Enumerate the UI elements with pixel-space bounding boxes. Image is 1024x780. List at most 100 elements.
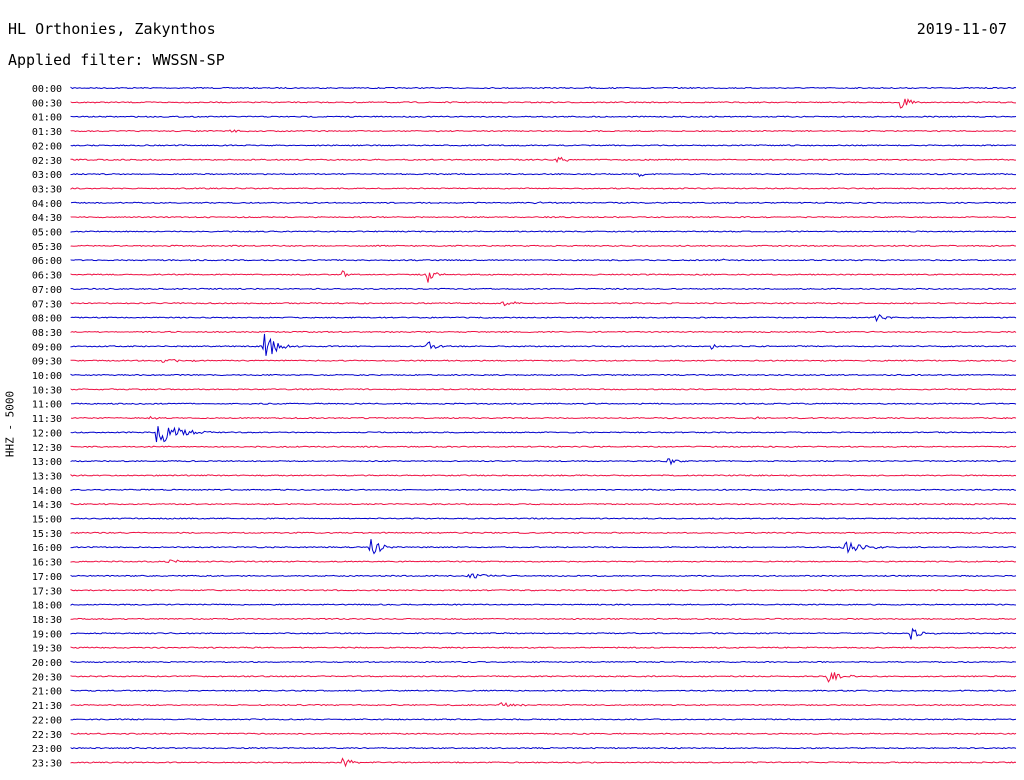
trace-2000: [70, 660, 1017, 664]
row-time-label: 20:00: [32, 658, 62, 669]
row-time-label: 02:00: [32, 141, 62, 152]
row-time-label: 17:30: [32, 586, 62, 597]
row-time-label: 15:00: [32, 515, 62, 526]
trace-0600: [70, 258, 1017, 262]
trace-1800: [70, 603, 1017, 606]
row-time-label: 16:00: [32, 543, 62, 554]
row-time-label: 00:30: [32, 98, 62, 109]
trace-0830: [70, 330, 1017, 334]
row-time-label: 03:30: [32, 184, 62, 195]
row-time-label: 09:00: [32, 342, 62, 353]
row-time-label: 15:30: [32, 529, 62, 540]
station-title: HL Orthonies, Zakynthos: [8, 20, 216, 38]
row-time-label: 10:00: [32, 371, 62, 382]
row-time-label: 04:00: [32, 199, 62, 210]
trace-0800: [70, 314, 1017, 323]
row-time-label: 21:00: [32, 687, 62, 698]
trace-0900: [70, 333, 1017, 356]
trace-2100: [70, 689, 1017, 692]
row-time-label: 17:00: [32, 572, 62, 583]
trace-1630: [70, 559, 1017, 563]
trace-0930: [70, 358, 1017, 363]
row-time-label: 20:30: [32, 672, 62, 683]
trace-1830: [70, 617, 1017, 621]
row-time-label: 05:30: [32, 242, 62, 253]
trace-1530: [70, 531, 1017, 535]
trace-0730: [70, 301, 1017, 307]
trace-0630: [70, 270, 1017, 283]
row-time-label: 08:30: [32, 328, 62, 339]
row-time-label: 13:30: [32, 471, 62, 482]
trace-0200: [70, 144, 1017, 147]
trace-0430: [70, 216, 1017, 219]
row-time-label: 22:00: [32, 715, 62, 726]
trace-1130: [70, 415, 1017, 420]
row-time-label: 02:30: [32, 156, 62, 167]
row-time-label: 05:00: [32, 228, 62, 239]
trace-2300: [70, 747, 1017, 750]
row-time-label: 10:30: [32, 385, 62, 396]
row-time-label: 18:30: [32, 615, 62, 626]
trace-0330: [70, 187, 1017, 190]
row-time-label: 07:00: [32, 285, 62, 296]
trace-1730: [70, 589, 1017, 592]
row-time-label: 19:30: [32, 644, 62, 655]
trace-1700: [70, 573, 1017, 579]
trace-1300: [70, 458, 1017, 466]
trace-2130: [70, 702, 1017, 707]
row-time-label: 12:30: [32, 443, 62, 454]
row-time-label: 06:30: [32, 271, 62, 282]
row-time-label: 03:00: [32, 170, 62, 181]
row-time-label: 21:30: [32, 701, 62, 712]
date-label: 2019-11-07: [916, 20, 1007, 38]
row-time-label: 11:00: [32, 400, 62, 411]
trace-1400: [70, 488, 1017, 491]
row-time-label: 22:30: [32, 730, 62, 741]
trace-2330: [70, 757, 1017, 768]
row-time-label: 08:00: [32, 314, 62, 325]
trace-0400: [70, 201, 1017, 205]
trace-2230: [70, 732, 1017, 735]
trace-1500: [70, 517, 1017, 520]
row-time-label: 23:00: [32, 744, 62, 755]
row-time-label: 01:30: [32, 127, 62, 138]
trace-0100: [70, 115, 1017, 118]
row-time-label: 13:00: [32, 457, 62, 468]
row-time-label: 00:00: [32, 84, 62, 95]
trace-0030: [70, 98, 1016, 109]
trace-1100: [71, 402, 1017, 405]
trace-1230: [70, 445, 1017, 448]
trace-1930: [70, 646, 1017, 649]
trace-1330: [70, 473, 1017, 477]
row-time-label: 14:30: [32, 500, 62, 511]
trace-0700: [70, 287, 1017, 290]
row-time-label: 06:00: [32, 256, 62, 267]
trace-0500: [70, 230, 1017, 233]
trace-1000: [70, 373, 1016, 377]
row-time-label: 14:00: [32, 486, 62, 497]
trace-2200: [70, 718, 1017, 721]
trace-1430: [70, 503, 1017, 506]
trace-0230: [70, 156, 1016, 164]
row-time-label: 07:30: [32, 299, 62, 310]
row-time-label: 23:30: [32, 758, 62, 769]
row-time-label: 18:00: [32, 601, 62, 612]
trace-1600: [70, 539, 1017, 555]
trace-0130: [70, 129, 1017, 133]
row-time-label: 19:00: [32, 629, 62, 640]
row-time-label: 12:00: [32, 428, 62, 439]
row-time-label: 04:30: [32, 213, 62, 224]
row-time-label: 11:30: [32, 414, 62, 425]
row-time-label: 16:30: [32, 558, 62, 569]
trace-1900: [70, 627, 1017, 640]
trace-0530: [70, 244, 1017, 248]
row-time-label: 09:30: [32, 357, 62, 368]
filter-label: Applied filter: WWSSN-SP: [8, 51, 225, 69]
trace-2030: [70, 671, 1017, 683]
trace-1030: [70, 388, 1017, 391]
trace-1200: [70, 426, 1017, 443]
trace-0300: [70, 172, 1016, 178]
trace-0000: [70, 86, 1017, 90]
row-time-label: 01:00: [32, 113, 62, 124]
